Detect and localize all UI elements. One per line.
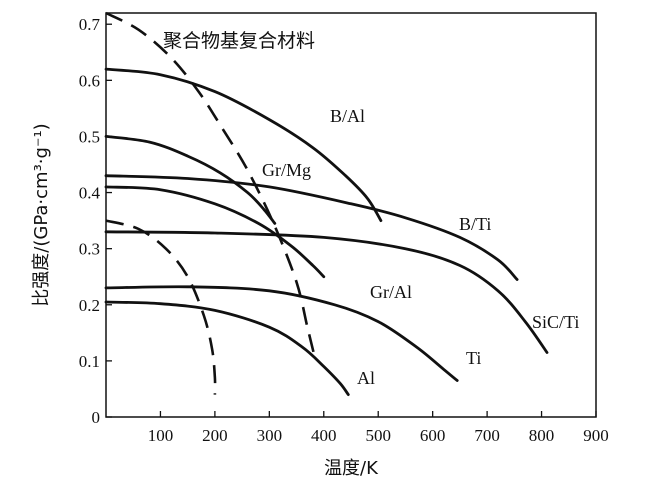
polymer-matrix-composite-annotation: 聚合物基复合材料 [163,30,315,52]
y-tick-label: 0 [92,408,101,427]
series-line-al [104,300,350,396]
series-label-b-ti: B/Ti [459,214,491,234]
series-label-sic-ti: SiC/Ti [532,312,579,332]
series-label-ti: Ti [466,348,481,368]
series-label-gr-al: Gr/Al [370,282,412,302]
x-tick-label: 400 [311,426,337,445]
x-tick-label: 100 [148,426,174,445]
series-line-b-ti [104,174,519,281]
x-tick-label: 900 [583,426,609,445]
x-tick-label: 200 [202,426,228,445]
x-axis-title: 温度/K [324,458,379,479]
label-layer: B/Al Gr/Mg B/Ti Gr/Al SiC/Ti Ti Al [262,106,579,388]
x-tick-label: 300 [257,426,283,445]
series-label-b-al: B/Al [330,106,365,126]
x-tick-label: 500 [365,426,391,445]
tick-layer: 100 200 300 400 500 600 700 800 900 0 0.1 0.2 0.3 0.4… [79,15,609,445]
series-line-b-al [104,67,383,222]
series-line-ti [104,285,459,382]
y-axis-title: 比强度/(GPa·cm³·g⁻¹) [31,123,52,306]
plot-area-frame [105,12,597,418]
y-tick-label: 0.7 [79,15,101,34]
y-tick-label: 0.1 [79,352,100,371]
dashed-limit-curve [105,11,317,362]
y-tick-label: 0.5 [79,127,100,146]
series-line-gr-mg [104,135,277,225]
series-layer [104,11,549,396]
series-line-sic-ti [104,230,549,354]
y-tick-label: 0.3 [79,240,100,259]
x-tick-label: 600 [420,426,446,445]
dashed-limit-curve [105,219,217,395]
x-tick-label: 700 [474,426,500,445]
series-label-gr-mg: Gr/Mg [262,160,311,180]
y-tick-label: 0.4 [79,184,101,203]
series-label-al: Al [357,368,375,388]
y-tick-label: 0.2 [79,296,100,315]
series-line-gr-al [104,185,326,279]
y-tick-label: 0.6 [79,71,100,90]
x-tick-label: 800 [529,426,555,445]
